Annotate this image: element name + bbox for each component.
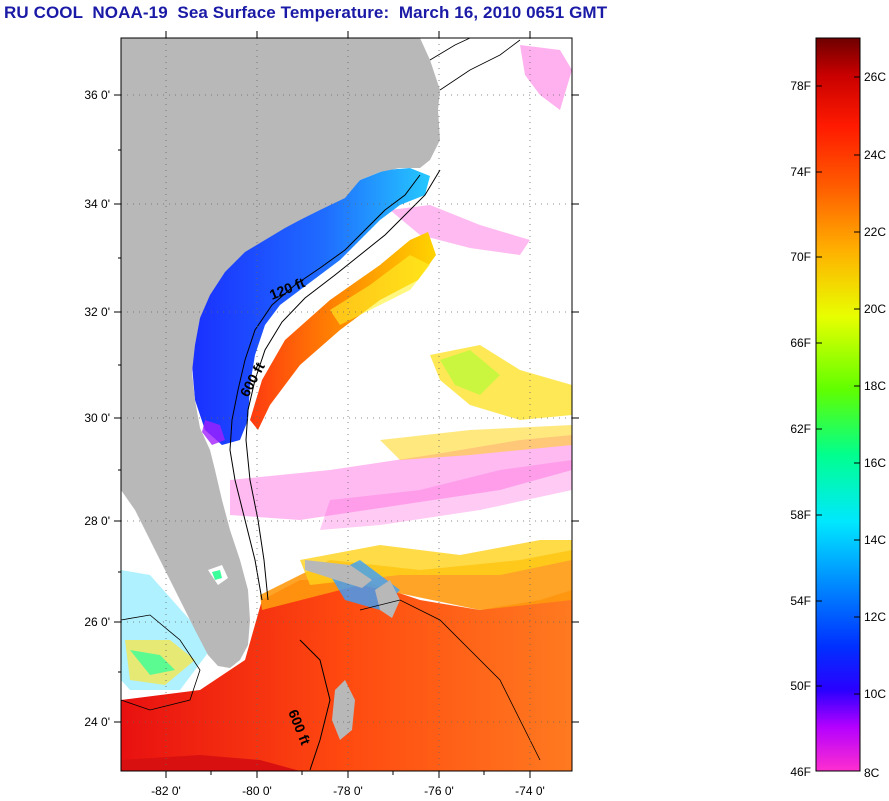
colorbar-c-8: 8C xyxy=(864,766,880,780)
lon-label-74: -74 0' xyxy=(515,784,545,798)
contour-120ft xyxy=(229,174,421,601)
lat-label-28: 28 0' xyxy=(84,514,110,528)
contour-600ft xyxy=(245,169,441,601)
colorbar-f-66: 66F xyxy=(790,336,811,350)
colorbar-f-74: 74F xyxy=(790,165,811,179)
land-southeast-us xyxy=(121,38,440,668)
lon-label-78: -78 0' xyxy=(333,784,363,798)
colorbar-f-70: 70F xyxy=(790,250,811,264)
cold-water-coastal xyxy=(192,168,430,445)
colorbar-f-58: 58F xyxy=(790,508,811,522)
lat-label-30: 30 0' xyxy=(84,411,110,425)
colorbar: 78F 74F 70F 66F 62F 58F 54F 50F 46F 26C … xyxy=(790,37,886,780)
land-abaco xyxy=(375,580,400,618)
land-andros-island xyxy=(332,680,355,740)
lat-label-34: 34 0' xyxy=(84,197,110,211)
sst-field xyxy=(121,38,572,771)
lat-label-26: 26 0' xyxy=(84,615,110,629)
lon-label-80: -80 0' xyxy=(242,784,272,798)
colorbar-c-12: 12C xyxy=(864,610,886,624)
colorbar-f-62: 62F xyxy=(790,422,811,436)
colorbar-c-20: 20C xyxy=(864,302,886,316)
map-ticks xyxy=(114,31,579,778)
lon-label-76: -76 0' xyxy=(424,784,454,798)
lat-label-36: 36 0' xyxy=(84,88,110,102)
map-border xyxy=(120,37,573,772)
lat-label-32: 32 0' xyxy=(84,305,110,319)
colorbar-c-24: 24C xyxy=(864,148,886,162)
colorbar-f-50: 50F xyxy=(790,679,811,693)
contour-600ft-south xyxy=(299,639,331,771)
map-title: RU COOL NOAA-19 Sea Surface Temperature:… xyxy=(4,3,608,22)
colorbar-c-18: 18C xyxy=(864,379,886,393)
colorbar-f-78: 78F xyxy=(790,79,811,93)
lat-label-24: 24 0' xyxy=(84,715,110,729)
lon-label-82: -82 0' xyxy=(151,784,181,798)
colorbar-c-16: 16C xyxy=(864,456,886,470)
colorbar-c-22: 22C xyxy=(864,225,886,239)
colorbar-c-26: 26C xyxy=(864,70,886,84)
colorbar-c-10: 10C xyxy=(864,687,886,701)
colorbar-gradient xyxy=(815,37,861,772)
warm-water-south xyxy=(121,580,572,771)
colorbar-c-14: 14C xyxy=(864,533,886,547)
colorbar-f-46: 46F xyxy=(790,765,811,779)
land-grand-bahama xyxy=(305,560,372,588)
graticule xyxy=(121,38,572,771)
colorbar-f-54: 54F xyxy=(790,594,811,608)
